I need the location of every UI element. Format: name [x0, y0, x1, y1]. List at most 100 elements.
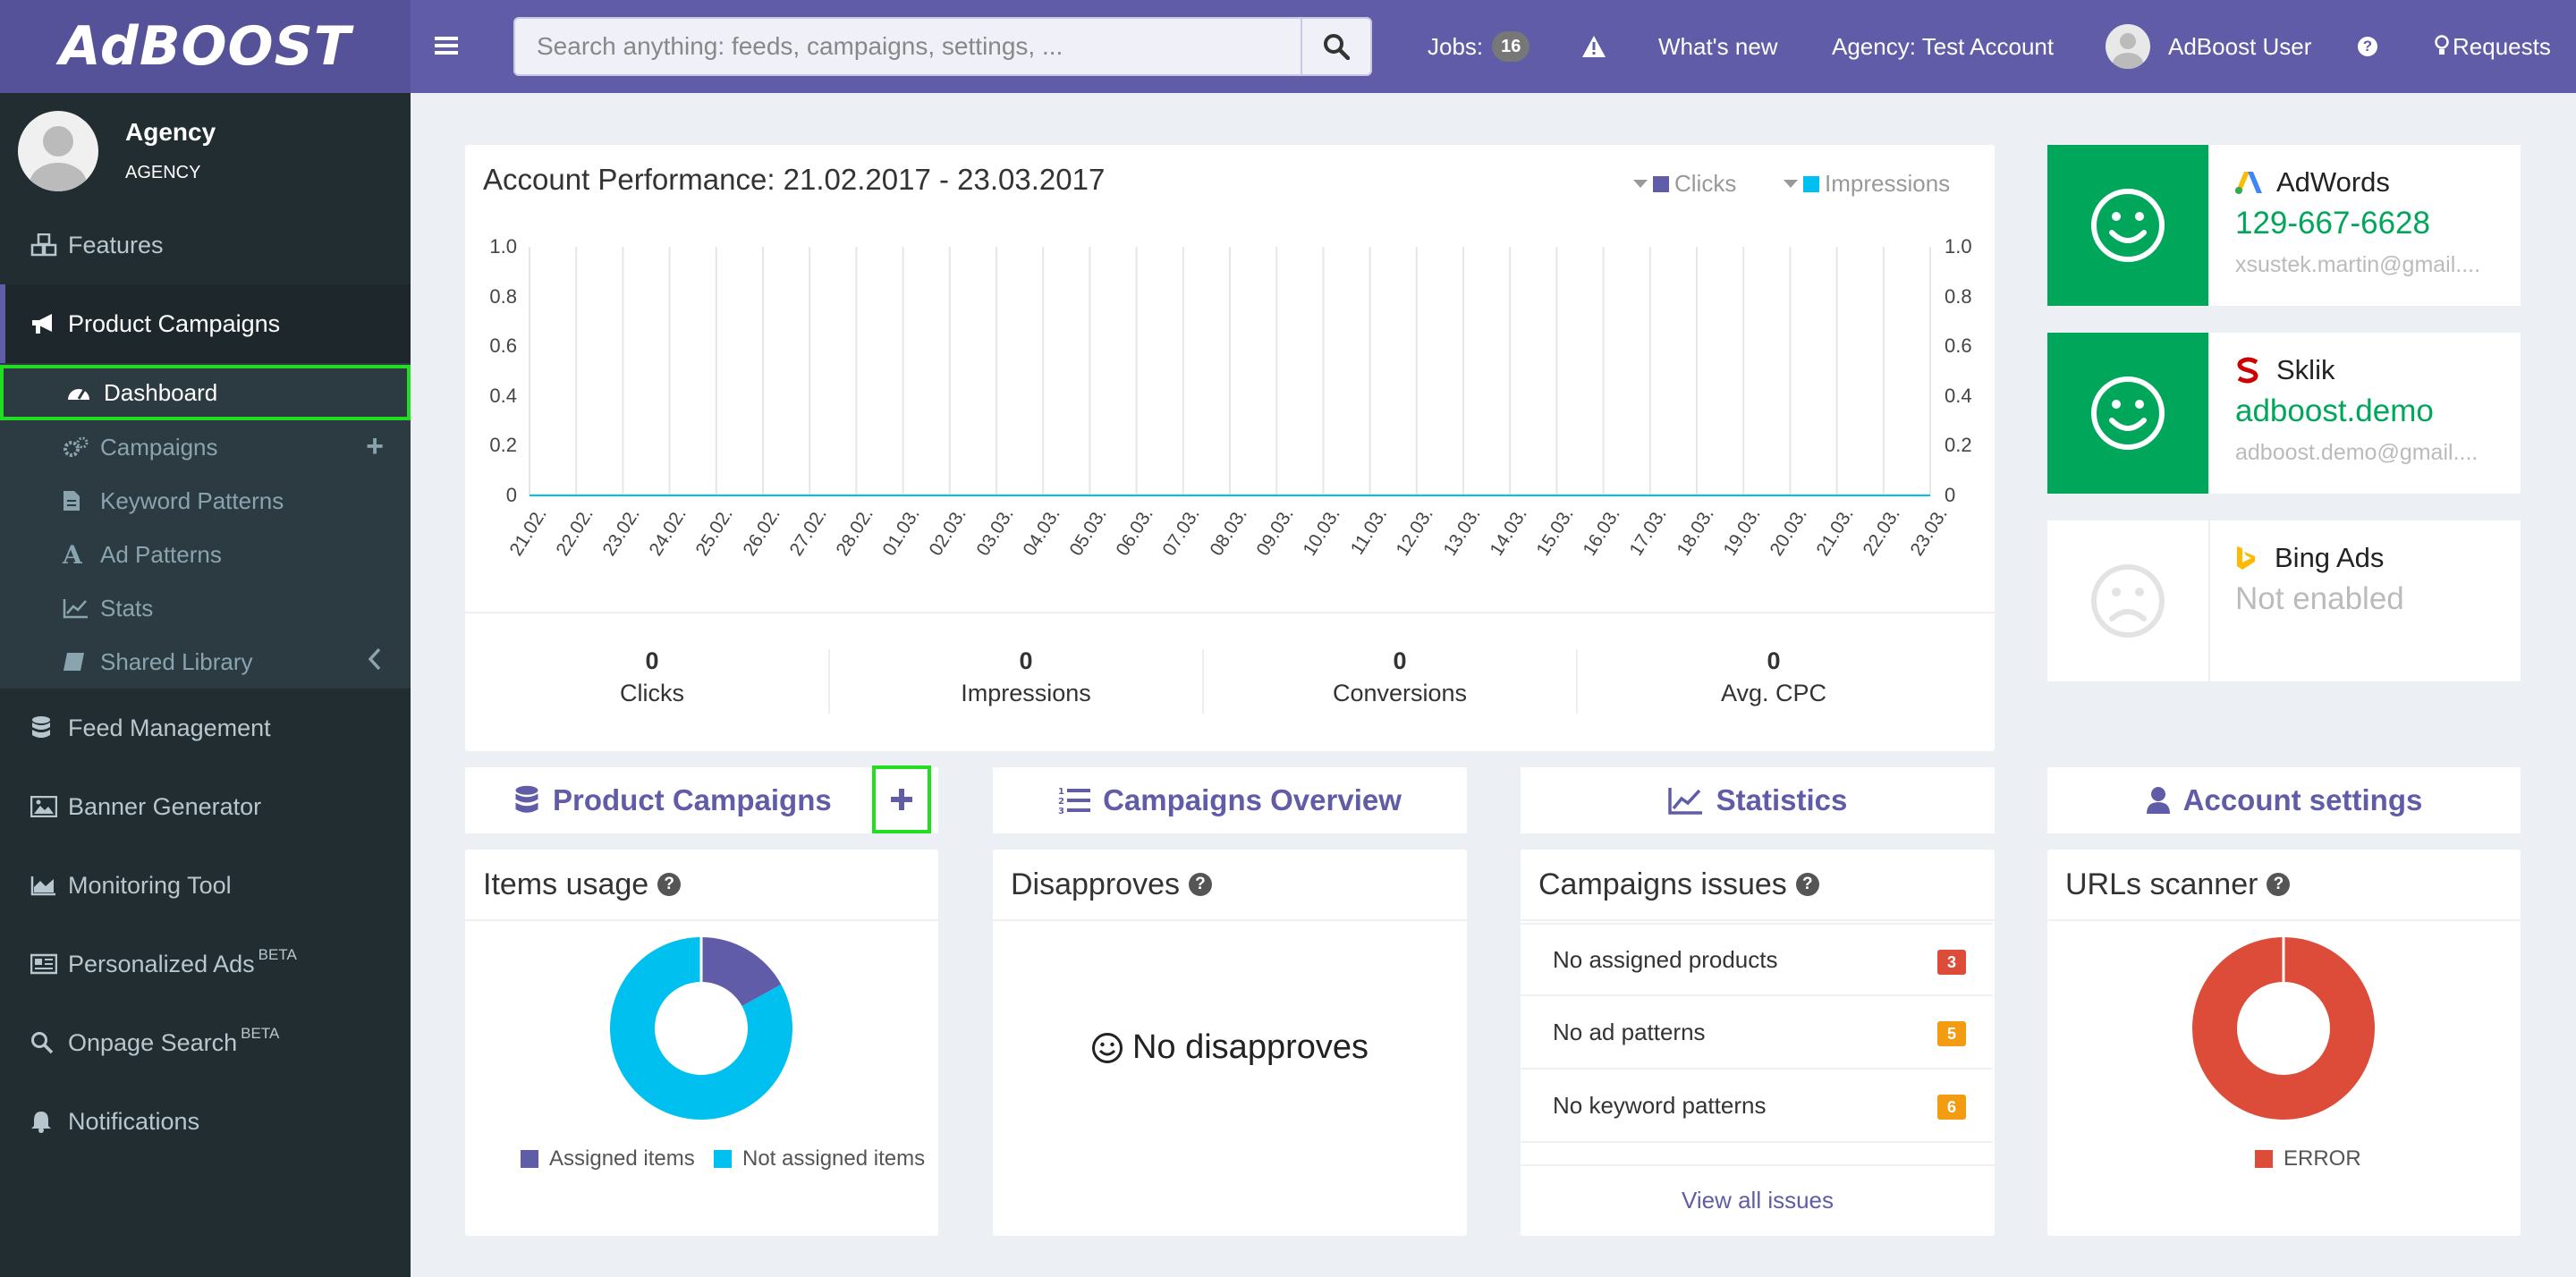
- sidebar-item-label: Onpage Search: [68, 1028, 238, 1056]
- warning-icon: [1582, 36, 1606, 57]
- add-campaign-plus-icon[interactable]: +: [366, 429, 384, 463]
- box-title: Disapproves: [1011, 867, 1180, 901]
- alerts-menu[interactable]: [1581, 0, 1606, 93]
- box-title: Items usage: [483, 867, 649, 901]
- view-all-issues-link[interactable]: View all issues: [1681, 1186, 1835, 1214]
- agency-menu[interactable]: Agency: Test Account: [1832, 32, 2055, 60]
- whats-new-link[interactable]: What's new: [1658, 32, 1778, 60]
- nav-panel-product-campaigns[interactable]: Product Campaigns: [465, 767, 938, 833]
- issue-row-no-assigned-products[interactable]: No assigned products 3: [1521, 923, 1993, 996]
- urls-scanner-donut: [2192, 937, 2375, 1120]
- search-icon: [1324, 34, 1350, 60]
- stat-label: Conversions: [1332, 680, 1468, 706]
- top-navbar: AdBOOST Jobs: 16 What's new Agency: Test…: [0, 0, 2576, 93]
- account-divider: [2208, 145, 2210, 306]
- book-icon: [63, 651, 100, 672]
- legend-error[interactable]: ERROR: [2255, 1146, 2361, 1171]
- stat-impressions: 0 Impressions: [839, 613, 1213, 748]
- legend-clicks[interactable]: Clicks: [1633, 170, 1736, 198]
- legend-swatch-clicks: [1653, 175, 1669, 192]
- help-icon[interactable]: ?: [2267, 873, 2291, 896]
- issue-row-no-keyword-patterns[interactable]: No keyword patterns 6: [1521, 1070, 1993, 1143]
- sidebar-item-onpage-search[interactable]: Onpage Search BETA: [0, 1003, 411, 1082]
- slice-not-assigned-items[interactable]: [610, 937, 792, 1120]
- sidebar-sub-label: Stats: [100, 594, 154, 622]
- beta-badge: BETA: [241, 1025, 280, 1042]
- nav-panel-account-settings[interactable]: Account settings: [2047, 767, 2521, 833]
- account-box-bing[interactable]: Bing Ads Not enabled: [2047, 520, 2521, 681]
- help-icon[interactable]: ?: [657, 873, 682, 896]
- sidebar-item-banner-generator[interactable]: Banner Generator: [0, 767, 411, 846]
- legend-impressions[interactable]: Impressions: [1784, 170, 1950, 198]
- issue-count-badge: 6: [1937, 1095, 1966, 1120]
- account-box-adwords[interactable]: AdWords 129-667-6628 xsustek.martin@gmai…: [2047, 145, 2521, 306]
- account-id[interactable]: adboost.demo: [2235, 393, 2434, 428]
- sidebar-profile: Agency AGENCY: [0, 93, 411, 209]
- help-icon[interactable]: ?: [1795, 873, 1819, 896]
- legend-assigned-items[interactable]: Assigned items: [521, 1146, 695, 1171]
- sidebar-item-product-campaigns[interactable]: Product Campaigns: [0, 284, 411, 363]
- y-tick-left: 0.8: [489, 284, 517, 308]
- sidebar-sub-label: Shared Library: [100, 647, 253, 675]
- account-divider: [2208, 520, 2210, 681]
- nav-panel-statistics[interactable]: Statistics: [1521, 767, 1995, 833]
- y-tick-right: 1.0: [1945, 235, 1972, 258]
- slice-assigned-items[interactable]: [701, 937, 782, 1006]
- sidebar-item-ad-patterns[interactable]: A Ad Patterns: [0, 528, 411, 581]
- user-menu[interactable]: AdBoost User: [2106, 0, 2311, 93]
- collapse-chevron-icon[interactable]: [368, 647, 382, 677]
- y-tick-right: 0: [1945, 484, 1956, 506]
- account-box-sklik[interactable]: Sklik adboost.demo adboost.demo@gmail...…: [2047, 333, 2521, 494]
- campaigns-issues-box: Campaigns issues ? No assigned products …: [1521, 850, 1995, 1236]
- plus-icon: [891, 789, 912, 810]
- smile-icon: [2047, 145, 2208, 306]
- nav-panel-label: Statistics: [1716, 783, 1848, 816]
- account-name: Sklik: [2235, 354, 2334, 386]
- sidebar-item-notifications[interactable]: Notifications: [0, 1082, 411, 1161]
- search-input[interactable]: [515, 19, 1301, 74]
- sidebar-item-shared-library[interactable]: Shared Library: [0, 635, 411, 689]
- user-name: AdBoost User: [2168, 32, 2312, 60]
- sidebar-toggle-button[interactable]: [435, 30, 462, 63]
- search-button[interactable]: [1301, 19, 1370, 74]
- requests-menu[interactable]: Requests: [2435, 0, 2551, 93]
- sidebar-item-features[interactable]: Features: [0, 206, 411, 284]
- box-header: Disapproves ?: [993, 850, 1467, 921]
- adwords-logo-icon: [2235, 172, 2262, 194]
- help-menu[interactable]: ?: [2358, 0, 2377, 93]
- area-chart-icon: [30, 872, 68, 899]
- sidebar-sub-label: Ad Patterns: [100, 540, 222, 568]
- font-icon: A: [63, 539, 82, 570]
- add-product-campaign-button[interactable]: [872, 765, 931, 833]
- issue-count-badge: 3: [1937, 950, 1966, 975]
- sidebar-item-feed-management[interactable]: Feed Management: [0, 689, 411, 767]
- box-title: URLs scanner: [2065, 867, 2258, 901]
- legend-swatch-impressions: [1803, 175, 1819, 192]
- sidebar-item-keyword-patterns[interactable]: Keyword Patterns: [0, 474, 411, 528]
- y-tick-right: 0.8: [1945, 284, 1972, 308]
- sidebar-sub-label: Campaigns: [100, 433, 218, 461]
- stat-label: Clicks: [620, 680, 684, 706]
- adboost-logo[interactable]: AdBOOST: [0, 0, 411, 93]
- requests-label: Requests: [2453, 32, 2551, 60]
- help-icon[interactable]: ?: [1188, 873, 1212, 896]
- issue-row-no-ad-patterns[interactable]: No ad patterns 5: [1521, 996, 1993, 1070]
- bell-icon: [30, 1108, 68, 1135]
- legend-not-assigned-items[interactable]: Not assigned items: [714, 1146, 925, 1171]
- stat-label: Avg. CPC: [1720, 680, 1827, 706]
- sidebar-item-dashboard[interactable]: Dashboard: [0, 365, 411, 420]
- smile-icon: [2047, 333, 2208, 494]
- sidebar-item-personalized-ads[interactable]: Personalized Ads BETA: [0, 925, 411, 1003]
- sidebar-item-stats[interactable]: Stats: [0, 581, 411, 635]
- nav-panel-label: Account settings: [2182, 783, 2423, 816]
- bullhorn-icon: [30, 310, 68, 337]
- line-chart-icon: [1667, 786, 1704, 815]
- jobs-menu[interactable]: Jobs: 16: [1428, 0, 1530, 93]
- sidebar-item-monitoring-tool[interactable]: Monitoring Tool: [0, 846, 411, 925]
- cubes-icon: [30, 232, 68, 258]
- account-id[interactable]: 129-667-6628: [2235, 206, 2430, 241]
- performance-title: Account Performance: 21.02.2017 - 23.03.…: [483, 163, 1106, 196]
- stats-divider: [465, 612, 1995, 613]
- sidebar-item-campaigns[interactable]: Campaigns +: [0, 420, 411, 474]
